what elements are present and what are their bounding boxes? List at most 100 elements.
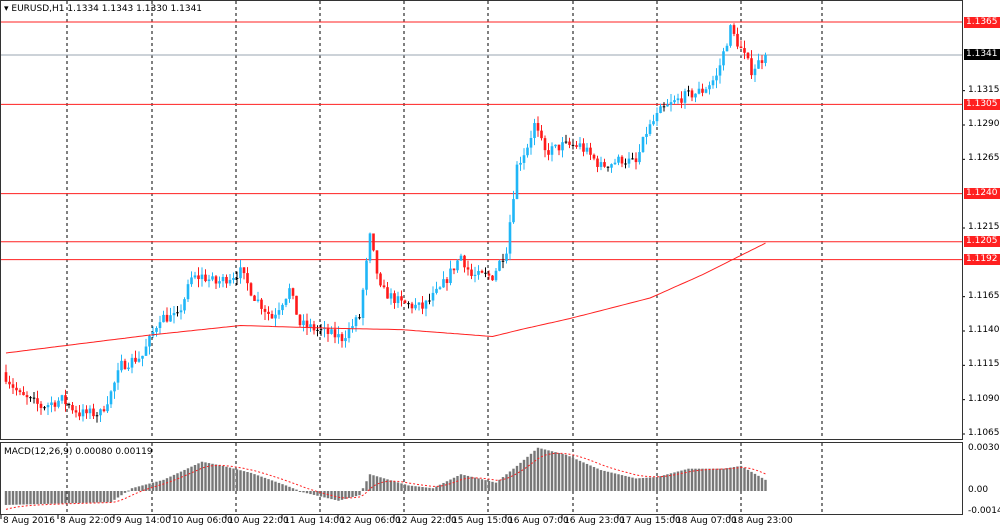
candle-body	[638, 152, 641, 163]
macd-bar	[36, 491, 39, 505]
collapse-icon[interactable]: ▾	[4, 4, 9, 14]
macd-bar	[414, 486, 417, 491]
macd-bar	[270, 480, 274, 491]
candle-body	[235, 277, 239, 279]
candle-body	[666, 104, 669, 107]
macd-bar	[32, 491, 36, 505]
candle-body	[617, 156, 620, 163]
macd-bar	[452, 477, 456, 491]
candle-body	[627, 158, 631, 164]
macd-bar	[676, 471, 680, 491]
macd-bar	[249, 472, 253, 491]
candle-body	[358, 317, 361, 319]
candle-body	[414, 304, 417, 309]
candle-body	[753, 68, 757, 76]
time-axis-label: 16 Aug 07:00	[508, 516, 569, 526]
candle-body	[729, 25, 732, 46]
candle-body	[372, 233, 375, 251]
price-level-label: 1.1365	[964, 16, 1000, 28]
candle-body	[477, 270, 480, 275]
candle-body	[449, 268, 452, 283]
candle-body	[540, 130, 543, 139]
price-axis-label: 1.1115	[968, 359, 1000, 370]
candle-body	[179, 310, 183, 313]
candle-body	[407, 303, 410, 305]
candle-body	[326, 327, 330, 334]
candle-body	[760, 60, 764, 63]
candle-body	[165, 314, 169, 322]
macd-bar	[162, 479, 165, 491]
candle-body	[85, 409, 88, 414]
macd-bar	[340, 491, 344, 500]
macd-bar	[662, 475, 666, 491]
macd-bar	[291, 488, 295, 491]
candle-body	[403, 300, 407, 304]
candle-body	[361, 289, 365, 318]
macd-bar	[515, 465, 519, 491]
macd-bar	[666, 474, 669, 491]
macd-bar	[225, 466, 228, 491]
candle-body	[277, 310, 281, 315]
candle-body	[631, 158, 634, 160]
candle-body	[249, 283, 253, 296]
macd-bar	[134, 487, 137, 491]
candle-body	[400, 296, 403, 301]
macd-bar	[421, 487, 424, 491]
candle-body	[743, 48, 746, 53]
candle-body	[746, 52, 750, 59]
price-axis-label: 1.1165	[968, 290, 1000, 301]
macd-bar	[648, 477, 652, 491]
macd-bar	[704, 468, 708, 491]
macd-bar	[242, 471, 246, 491]
candle-body	[183, 299, 186, 311]
price-axis-label: 1.1265	[968, 153, 1000, 164]
macd-bar	[575, 459, 578, 491]
macd-bar	[711, 468, 715, 491]
macd-bar	[256, 475, 260, 491]
candle-body	[39, 403, 43, 408]
candle-body	[578, 143, 582, 147]
macd-bar	[333, 491, 337, 500]
candle-body	[701, 88, 704, 93]
macd-bar	[690, 468, 694, 491]
macd-bar	[578, 460, 582, 491]
macd-bar	[533, 450, 536, 491]
macd-bar	[305, 491, 309, 494]
candle-body	[120, 360, 123, 371]
candle-body	[606, 166, 610, 168]
candle-body	[298, 314, 302, 326]
macd-bar	[18, 491, 22, 505]
macd-bar	[53, 491, 57, 504]
candle-body	[519, 162, 522, 165]
time-axis-label: 8 Aug 22:00	[60, 516, 115, 526]
macd-bar	[407, 485, 410, 491]
candle-body	[176, 312, 179, 314]
candle-body	[480, 270, 484, 273]
candle-body	[757, 60, 760, 69]
macd-bar	[158, 480, 162, 491]
macd-bar	[130, 488, 134, 491]
candle-body	[15, 387, 18, 391]
candle-body	[193, 275, 197, 278]
candle-body	[442, 279, 445, 288]
macd-bar	[526, 456, 529, 491]
macd-histogram	[4, 447, 767, 505]
macd-bar	[753, 473, 757, 491]
macd-bar	[281, 484, 284, 491]
macd-bar	[571, 457, 575, 491]
macd-axis-label: 0.00301	[968, 443, 1000, 453]
grid	[0, 1, 965, 519]
macd-bar	[4, 491, 8, 505]
macd-bar	[463, 475, 466, 491]
candle-body	[484, 272, 487, 274]
macd-bar	[613, 473, 617, 491]
candle-body	[739, 46, 743, 49]
macd-bar	[641, 477, 645, 491]
candle-body	[592, 154, 596, 159]
macd-bar	[634, 478, 638, 491]
price-level-label: 1.1305	[964, 98, 1000, 110]
macd-bar	[701, 468, 704, 491]
macd-bar	[725, 468, 729, 491]
macd-bar	[109, 491, 113, 503]
